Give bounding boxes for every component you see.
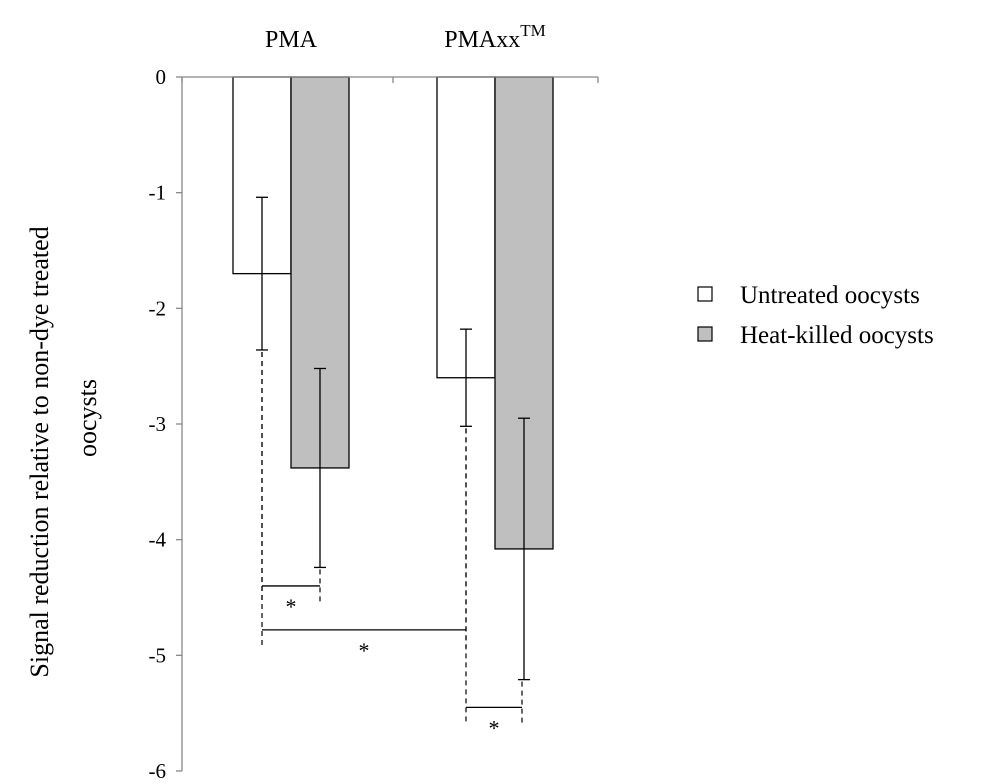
y-axis-label-line-2: oocysts xyxy=(73,379,102,457)
category-label-pma: PMA xyxy=(265,27,318,53)
category-label-text: PMA xyxy=(265,27,318,53)
y-tick-label: 0 xyxy=(156,65,167,89)
significance-asterisk: * xyxy=(359,638,370,663)
error-bars xyxy=(256,196,530,681)
y-tick-label: -3 xyxy=(149,412,167,436)
y-tick-label: -1 xyxy=(149,181,167,205)
significance-asterisk: * xyxy=(286,594,297,619)
legend: Untreated oocysts Heat-killed oocysts xyxy=(697,282,934,349)
y-tick-label: -2 xyxy=(149,296,167,320)
axes: 0 -1 -2 -3 -4 -5 -6 xyxy=(149,65,599,783)
legend-swatch-heat-killed xyxy=(697,326,713,342)
significance-asterisk: * xyxy=(489,715,500,740)
y-axis-label: Signal reduction relative to non-dye tre… xyxy=(25,226,102,677)
category-label-superscript: TM xyxy=(520,21,546,40)
y-tick-label: -5 xyxy=(149,643,167,667)
legend-swatch-untreated xyxy=(697,286,713,302)
y-tick-label: -6 xyxy=(149,759,167,783)
y-tick-label: -4 xyxy=(149,528,167,552)
category-label-text: PMAxx xyxy=(444,27,520,53)
significance-markers: * * * xyxy=(261,351,523,740)
bar-pmaxx-untreated xyxy=(436,76,496,379)
legend-label-heat-killed: Heat-killed oocysts xyxy=(740,322,934,349)
bars xyxy=(232,76,554,550)
y-axis-label-line-1: Signal reduction relative to non-dye tre… xyxy=(25,226,54,677)
category-label-pmaxx: PMAxxTM xyxy=(444,21,546,53)
legend-label-untreated: Untreated oocysts xyxy=(740,282,920,309)
category-labels: PMA PMAxxTM xyxy=(265,21,546,53)
